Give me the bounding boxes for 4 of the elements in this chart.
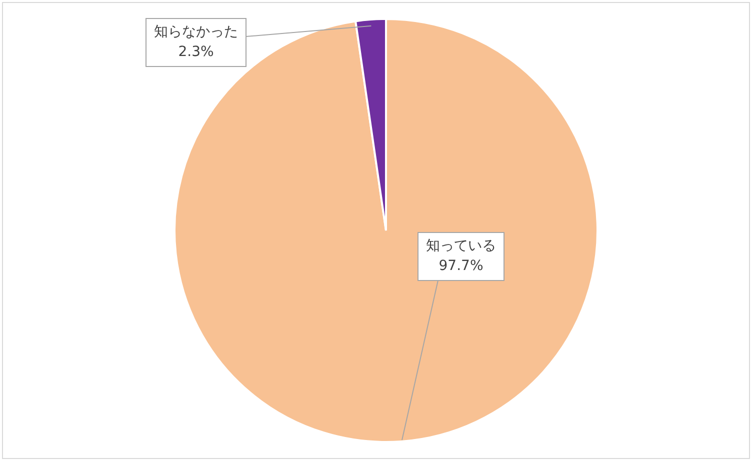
- slice-label: 知らなかった: [154, 24, 238, 40]
- slice-label: 知っている: [426, 238, 496, 254]
- data-label: 2.3%: [178, 44, 214, 60]
- data-label: 97.7%: [438, 258, 484, 274]
